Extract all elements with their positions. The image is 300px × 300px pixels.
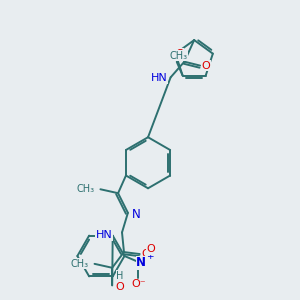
Text: N: N xyxy=(131,208,140,221)
Text: O: O xyxy=(116,282,124,292)
Text: O: O xyxy=(141,249,150,259)
Text: O: O xyxy=(147,244,155,254)
Text: CH₃: CH₃ xyxy=(76,184,94,194)
Text: O⁻: O⁻ xyxy=(131,280,146,290)
Text: HN: HN xyxy=(151,74,168,83)
Text: CH₃: CH₃ xyxy=(169,51,188,61)
Text: +: + xyxy=(146,253,154,262)
Text: O: O xyxy=(202,61,210,70)
Text: H: H xyxy=(116,271,124,281)
Text: HN: HN xyxy=(95,230,112,240)
Text: CH₃: CH₃ xyxy=(70,259,88,269)
Text: N: N xyxy=(136,256,146,269)
Text: O: O xyxy=(175,49,184,58)
